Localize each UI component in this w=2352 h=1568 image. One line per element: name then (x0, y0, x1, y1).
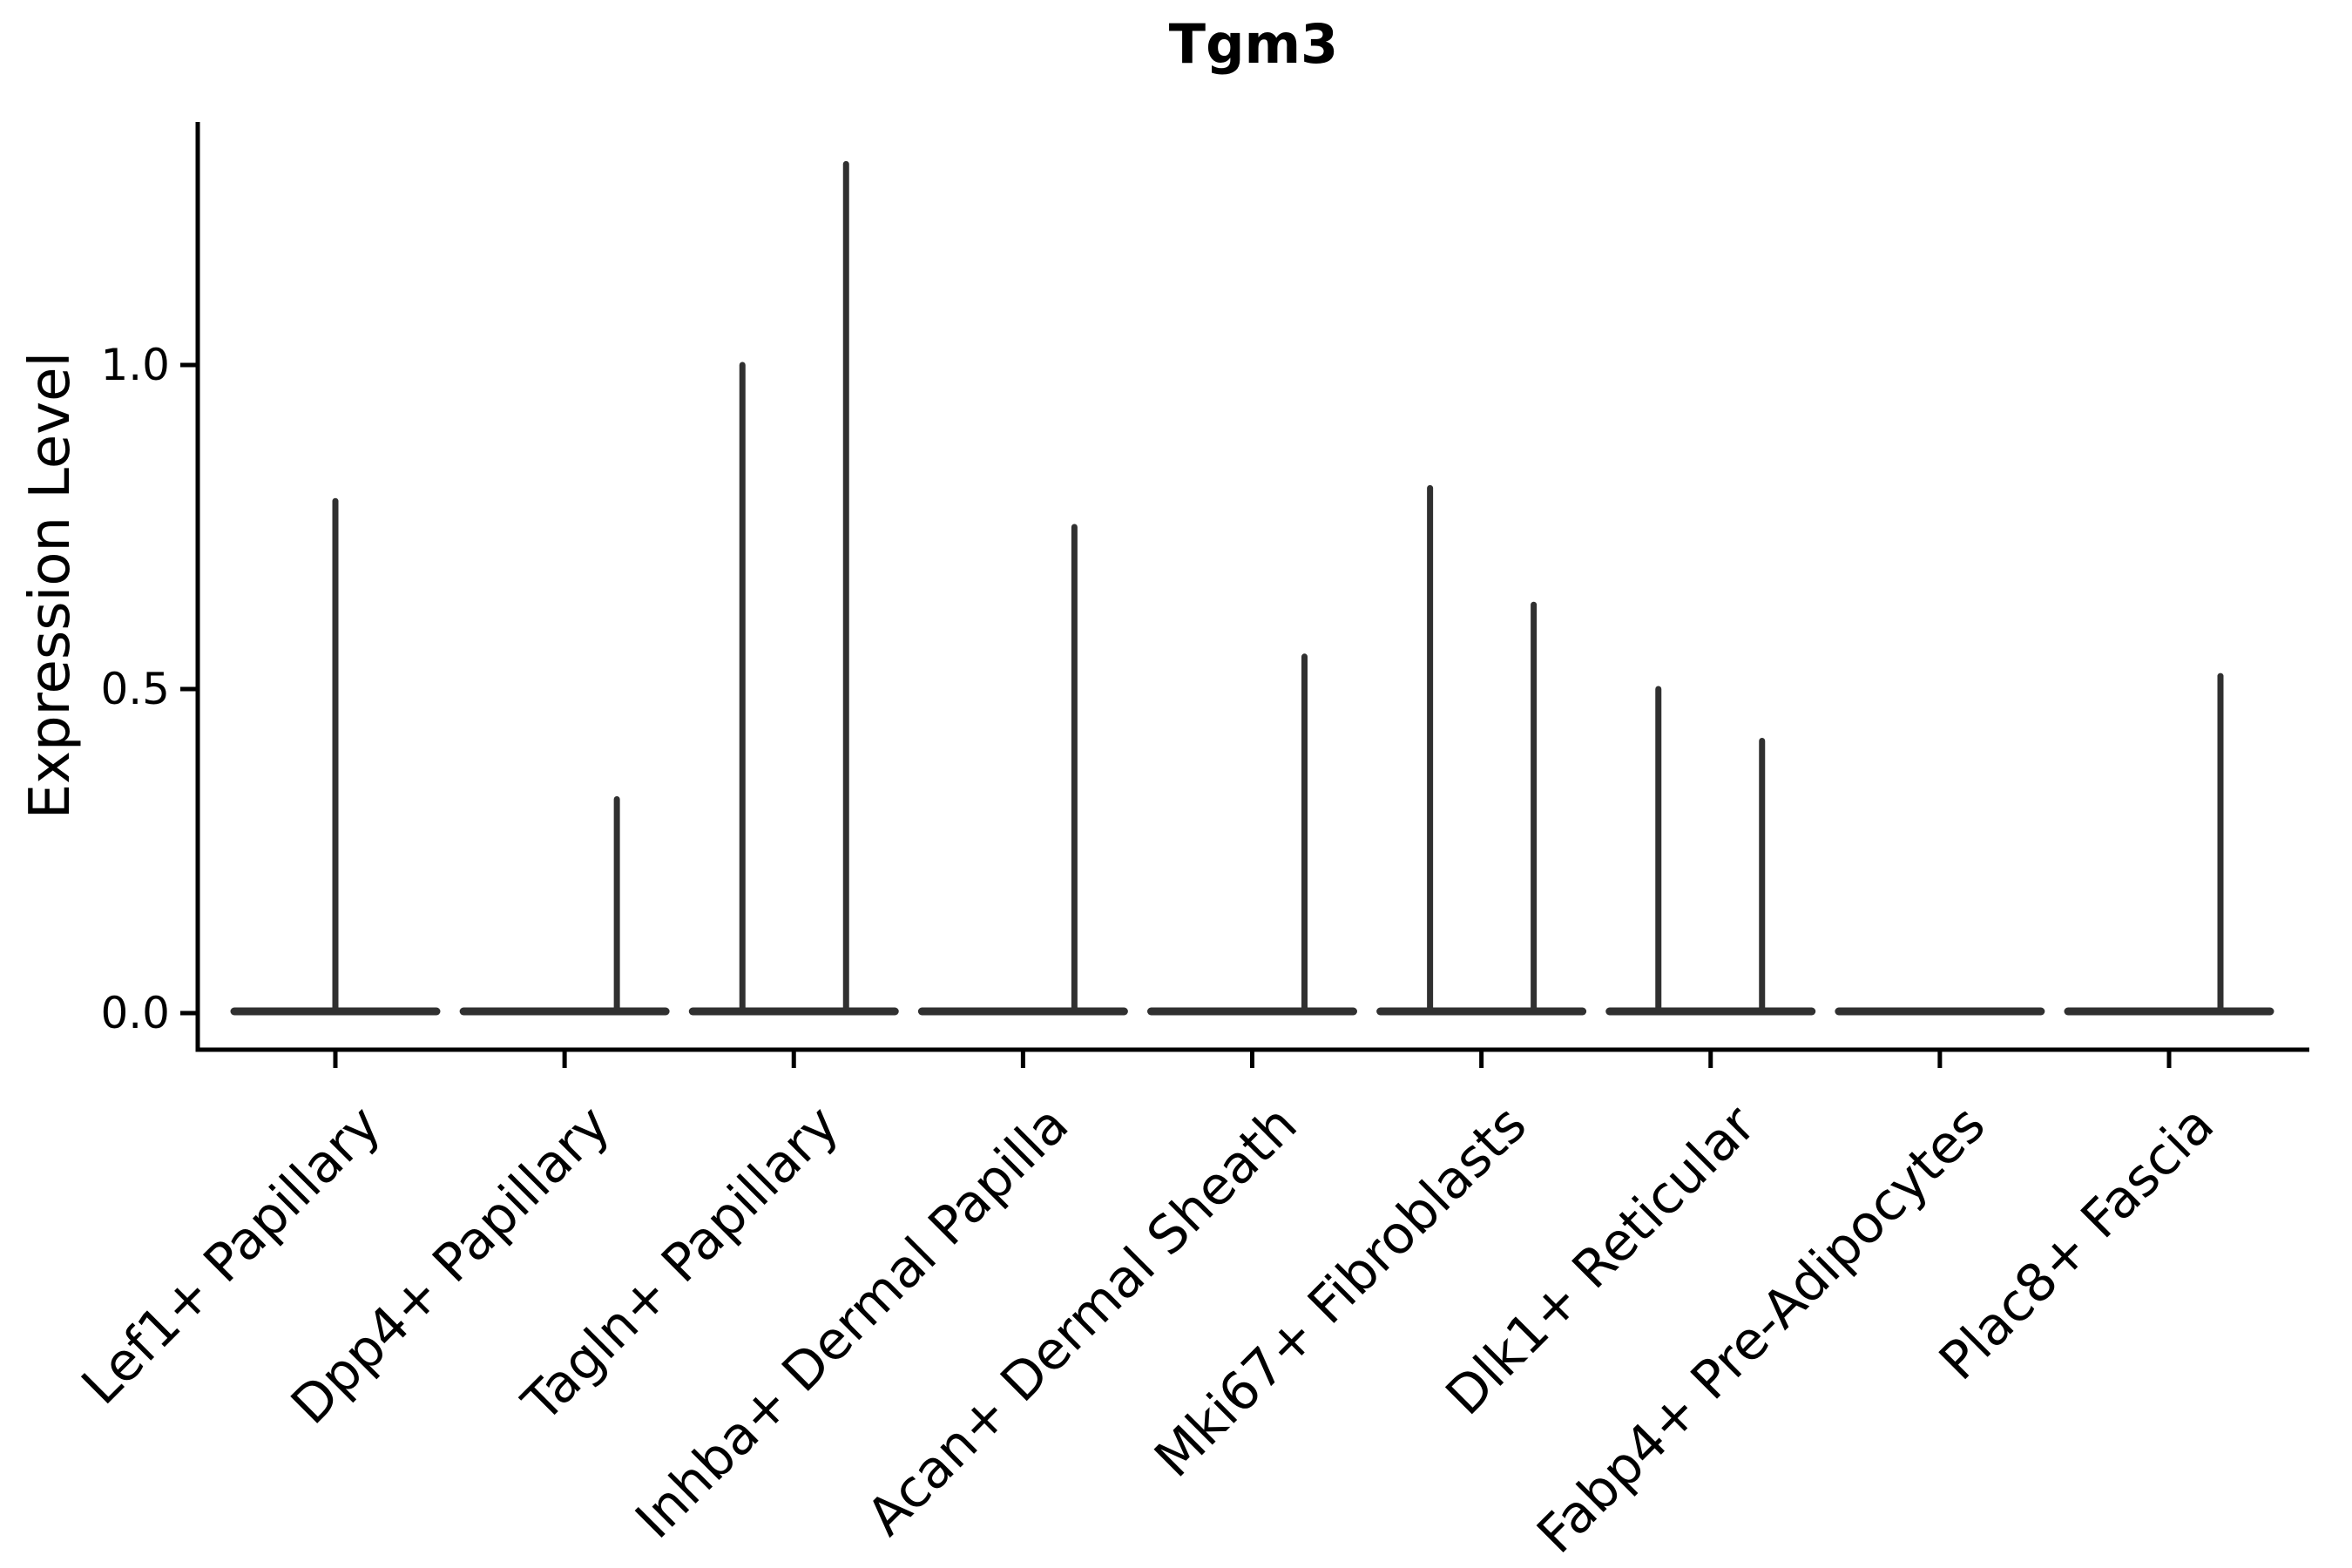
violin (688, 160, 899, 1016)
violin (1605, 686, 1816, 1016)
violin (917, 524, 1128, 1016)
violin (2064, 672, 2274, 1016)
violin (230, 497, 441, 1016)
violin (1376, 484, 1587, 1016)
y-tick-label: 1.0 (100, 340, 170, 390)
y-tick-label: 0.5 (100, 664, 170, 714)
y-tick-label: 0.0 (100, 988, 170, 1038)
violin (1147, 653, 1357, 1016)
chart-title: Tgm3 (1168, 12, 1339, 76)
violin (459, 795, 670, 1016)
